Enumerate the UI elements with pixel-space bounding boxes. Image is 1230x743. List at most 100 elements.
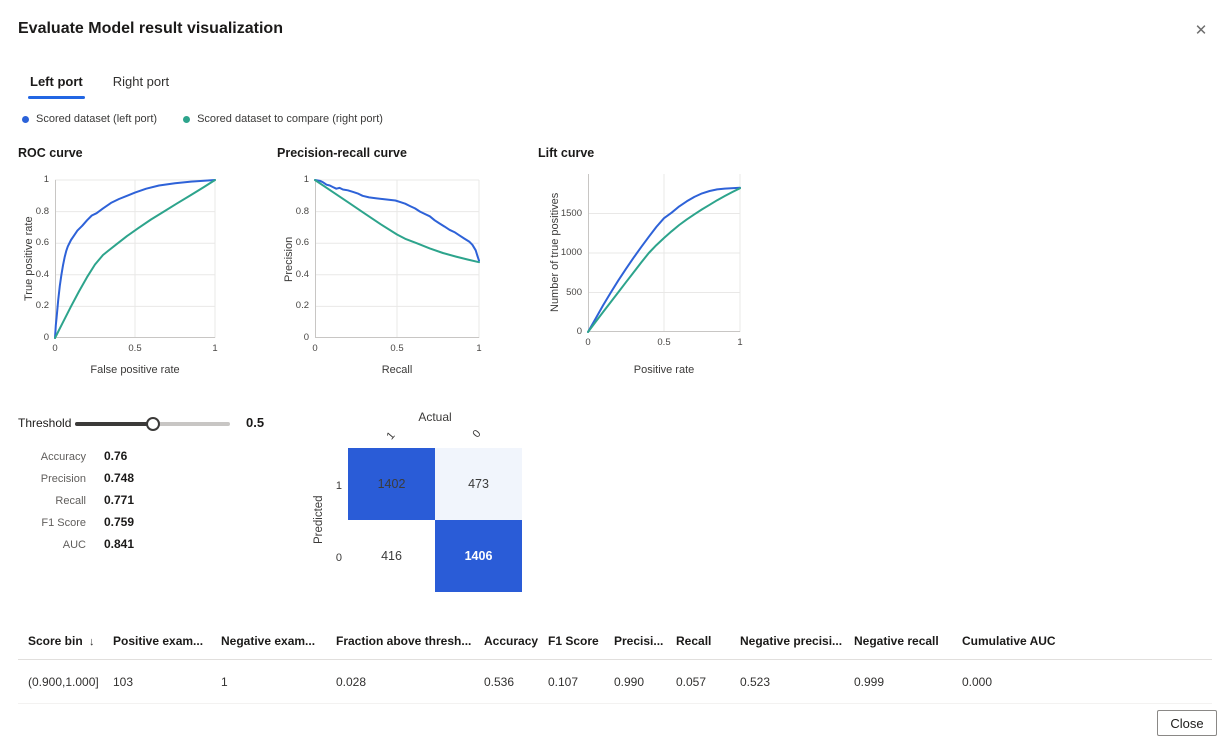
metric-precision: Precision 0.748 [18,471,134,493]
column-header-accuracy[interactable]: Accuracy [484,622,548,660]
y-tick-label: 1500 [560,207,582,219]
roc-curve-plot: 0 0.5 1 0 0.2 0.4 0.6 0.8 1 [36,174,218,354]
x-tick-label: 1 [476,343,482,354]
metric-value: 0.759 [104,515,135,529]
confusion-matrix-actual-title: Actual [418,410,452,424]
metric-label: Recall [55,495,86,507]
column-header-positive-examples[interactable]: Positive exam... [113,622,221,660]
y-tick-label: 0.6 [295,237,309,249]
metric-accuracy: Accuracy 0.76 [18,449,134,471]
lift-curve-plot: 0 0.5 1 0 500 1000 1500 [561,174,743,348]
y-tick-label: 0.2 [295,300,309,312]
metric-label: Accuracy [40,451,86,463]
legend-label: Scored dataset (left port) [36,113,158,125]
roc-x-axis-title: False positive rate [90,364,180,376]
column-header-negative-precision[interactable]: Negative precisi... [740,622,854,660]
metric-auc: AUC 0.841 [18,537,134,559]
slider-fill [75,422,153,426]
confusion-row-label-1: 1 [335,480,342,492]
active-tab-underline [28,96,85,99]
metric-label: AUC [62,539,86,551]
column-header-cumulative-auc[interactable]: Cumulative AUC [962,622,1212,660]
cell-negative-precision: 0.523 [740,659,854,704]
legend-item-left-port: Scored dataset (left port) [22,113,157,125]
x-tick-label: 0 [585,337,591,348]
column-header-negative-examples[interactable]: Negative exam... [221,622,336,660]
cell-recall: 0.057 [676,659,740,704]
legend-label: Scored dataset to compare (right port) [197,113,383,125]
sort-descending-icon: ↓ [89,636,95,648]
y-tick-label: 500 [566,286,582,298]
slider-handle[interactable] [145,417,160,431]
close-button[interactable]: Close [1157,710,1217,736]
tab-right-port[interactable]: Right port [111,70,171,99]
metric-value: 0.841 [104,537,135,551]
y-tick-label: 1000 [560,247,582,258]
x-tick-label: 0.5 [128,343,142,354]
tab-bar: Left port Right port [28,70,171,99]
close-icon[interactable]: ✕ [1188,18,1214,44]
column-header-score-bin[interactable]: Score bin ↓ [18,622,113,660]
confusion-matrix-predicted-title: Predicted [313,495,325,545]
y-tick-label: 0.6 [35,237,49,249]
tab-left-port-label: Left port [30,74,83,89]
y-tick-label: 0.2 [35,300,49,312]
column-header-f1-score[interactable]: F1 Score [548,622,614,660]
table-row: (0.900,1.000] 103 1 0.028 0.536 0.107 0.… [18,659,1212,704]
x-tick-label: 1 [737,337,743,348]
tab-left-port[interactable]: Left port [28,70,85,99]
confusion-row-label-0: 0 [335,552,342,564]
lift-y-axis-title: Number of true positives [549,192,561,312]
column-label: Score bin [28,634,83,648]
metric-f1-score: F1 Score 0.759 [18,515,134,537]
dataset-legend: Scored dataset (left port) Scored datase… [22,113,409,125]
cell-negative-examples: 1 [221,659,336,704]
pr-y-axis-title: Precision [283,236,295,282]
table-header-row: Score bin ↓ Positive exam... Negative ex… [18,622,1212,660]
y-tick-label: 0.8 [35,205,49,217]
score-bin-table: Score bin ↓ Positive exam... Negative ex… [18,622,1212,704]
confusion-col-label-1: 1 [384,429,398,443]
legend-dot-blue-icon [22,115,29,123]
metric-value: 0.748 [104,471,135,485]
pr-chart-title: Precision-recall curve [277,146,407,160]
threshold-value: 0.5 [246,415,265,430]
confusion-col-label-0: 0 [470,427,484,441]
metric-value: 0.76 [104,449,128,463]
dialog-title: Evaluate Model result visualization [18,20,283,37]
y-tick-label: 0 [43,332,49,343]
cell-positive-examples: 103 [113,659,221,704]
cell-score-bin: (0.900,1.000] [18,659,113,704]
y-tick-label: 0 [303,332,309,343]
confusion-matrix: 1402 473 416 1406 [348,448,522,592]
column-header-precision[interactable]: Precisi... [614,622,676,660]
roc-y-axis-title: True positive rate [23,216,35,302]
x-tick-label: 1 [212,343,218,354]
precision-recall-plot: 0 0.5 1 0 0.2 0.4 0.6 0.8 1 [296,174,482,354]
cell-f1-score: 0.107 [548,659,614,704]
y-tick-label: 0.4 [35,268,49,280]
confusion-cell-true-positive: 1402 [348,448,435,520]
legend-dot-green-icon [183,115,191,123]
x-tick-label: 0 [52,343,58,354]
lift-x-axis-title: Positive rate [633,364,695,376]
y-tick-label: 0.4 [295,268,309,280]
threshold-slider[interactable] [75,415,230,433]
cell-negative-recall: 0.999 [854,659,962,704]
y-tick-label: 1 [43,174,49,185]
y-tick-label: 1 [303,174,309,185]
confusion-cell-false-positive: 473 [435,448,522,520]
metric-label: Precision [40,473,86,485]
cell-accuracy: 0.536 [484,659,548,704]
metrics-panel: Accuracy 0.76 Precision 0.748 Recall 0.7… [18,449,134,559]
column-header-negative-recall[interactable]: Negative recall [854,622,962,660]
pr-x-axis-title: Recall [381,364,413,376]
metric-recall: Recall 0.771 [18,493,134,515]
cell-precision: 0.990 [614,659,676,704]
column-header-recall[interactable]: Recall [676,622,740,660]
metric-label: F1 Score [41,517,86,529]
lift-chart-title: Lift curve [538,146,595,160]
column-header-fraction-above-threshold[interactable]: Fraction above thresh... [336,622,484,660]
y-tick-label: 0 [576,326,582,337]
